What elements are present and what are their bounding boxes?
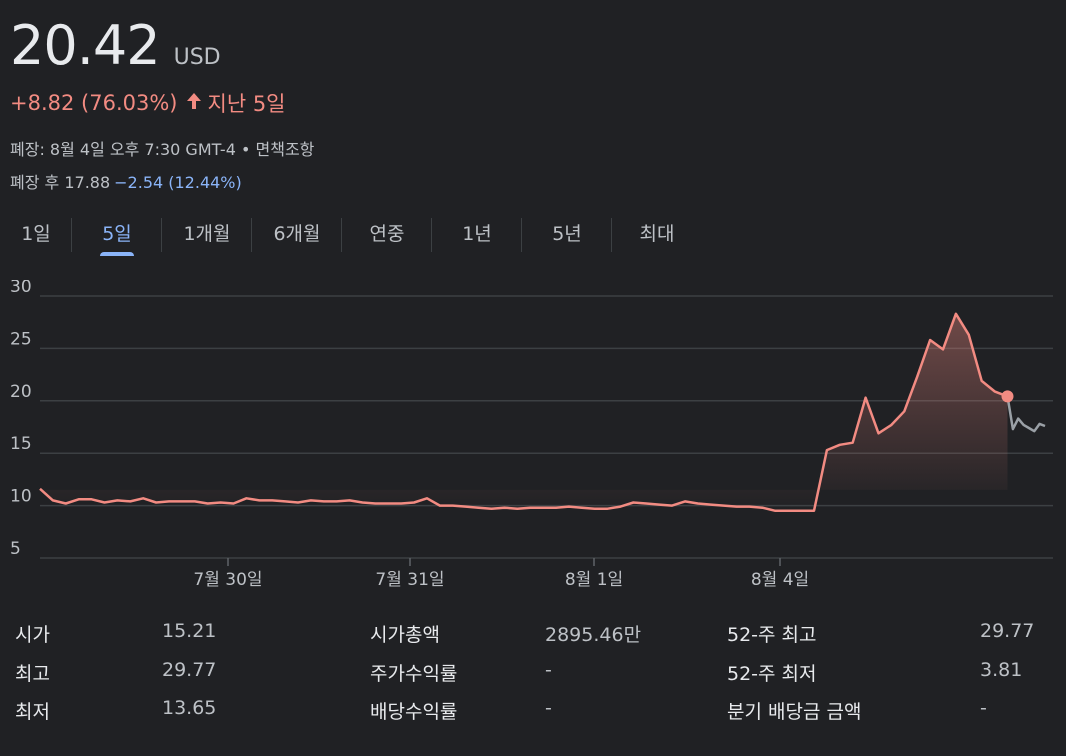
- tab-label: 1일: [21, 223, 51, 245]
- tab-1d[interactable]: 1일: [0, 214, 72, 260]
- y-tick-label: 20: [10, 382, 32, 402]
- price-area: [40, 313, 1008, 511]
- current-price: 20.42: [10, 14, 161, 77]
- stat-value: 29.77: [162, 659, 217, 681]
- x-tick-label: 8월 4일: [751, 570, 809, 590]
- after-hours-change: −2.54 (12.44%): [114, 173, 242, 192]
- change-value: +8.82 (76.03%): [10, 91, 178, 115]
- stat-value: 29.77: [980, 620, 1035, 642]
- stat-label: 최저: [15, 701, 50, 723]
- tab-label: 5년: [552, 223, 582, 245]
- after-hours: 폐장 후 17.88 −2.54 (12.44%): [10, 169, 242, 193]
- price-chart[interactable]: 30 25 20 15 10 5 7월 30일 7월 31일 8월 1일 8월 4일: [0, 280, 1066, 600]
- y-tick-label: 30: [10, 280, 32, 297]
- stat-label: 시가총액: [370, 624, 440, 646]
- stat-value: -: [980, 697, 987, 719]
- stats-row: 최저 13.65 배당수익률 - 분기 배당금 금액 -: [0, 697, 1066, 735]
- tab-1m[interactable]: 1개월: [162, 214, 252, 260]
- tab-max[interactable]: 최대: [612, 214, 702, 260]
- stat-label: 52-주 최저: [727, 663, 817, 685]
- x-tick-label: 7월 31일: [375, 570, 444, 590]
- tab-label: 연중: [369, 223, 405, 245]
- market-status: 폐장: 8월 4일 오후 7:30 GMT-4 • 면책조항: [10, 140, 315, 159]
- y-tick-label: 15: [10, 434, 32, 454]
- stat-value: 2895.46만: [545, 624, 642, 646]
- tab-ytd[interactable]: 연중: [342, 214, 432, 260]
- price-header: 20.42 USD: [10, 14, 221, 77]
- tab-label: 1년: [462, 223, 492, 245]
- stat-label: 52-주 최고: [727, 624, 817, 646]
- stat-value: 13.65: [162, 697, 217, 719]
- stats-row: 최고 29.77 주가수익률 - 52-주 최저 3.81: [0, 659, 1066, 697]
- stat-value: -: [545, 697, 552, 719]
- price-change: +8.82 (76.03%) 지난 5일: [10, 88, 286, 118]
- stat-value: -: [545, 659, 552, 681]
- y-tick-label: 25: [10, 329, 32, 349]
- after-hours-price: 폐장 후 17.88: [10, 173, 111, 192]
- stats-row: 시가 15.21 시가총액 2895.46만 52-주 최고 29.77: [0, 620, 1066, 658]
- after-hours-line: [1006, 396, 1046, 433]
- tab-label: 1개월: [183, 223, 231, 245]
- tab-label: 6개월: [273, 223, 321, 245]
- currency-label: USD: [173, 45, 221, 70]
- stat-label: 분기 배당금 금액: [727, 701, 862, 723]
- tab-6m[interactable]: 6개월: [252, 214, 342, 260]
- tab-1y[interactable]: 1년: [432, 214, 522, 260]
- stat-label: 주가수익률: [370, 663, 458, 685]
- stat-label: 배당수익률: [370, 701, 458, 723]
- tab-5y[interactable]: 5년: [522, 214, 612, 260]
- stat-value: 3.81: [980, 659, 1023, 681]
- range-tabs: 1일 5일 1개월 6개월 연중 1년 5년 최대: [0, 214, 702, 260]
- stat-label: 시가: [15, 624, 50, 646]
- tab-5d[interactable]: 5일: [72, 214, 162, 260]
- x-tick-label: 7월 30일: [193, 570, 262, 590]
- y-tick-label: 5: [10, 539, 21, 559]
- price-line: [39, 312, 1008, 513]
- stat-value: 15.21: [162, 620, 217, 642]
- period-label: 지난 5일: [207, 92, 286, 116]
- stat-label: 최고: [15, 663, 50, 685]
- x-tick-label: 8월 1일: [565, 570, 623, 590]
- tab-label: 5일: [102, 223, 132, 245]
- close-point: [1001, 390, 1014, 403]
- arrow-up-icon: [186, 91, 202, 115]
- tab-label: 최대: [639, 223, 675, 245]
- y-tick-label: 10: [10, 487, 32, 507]
